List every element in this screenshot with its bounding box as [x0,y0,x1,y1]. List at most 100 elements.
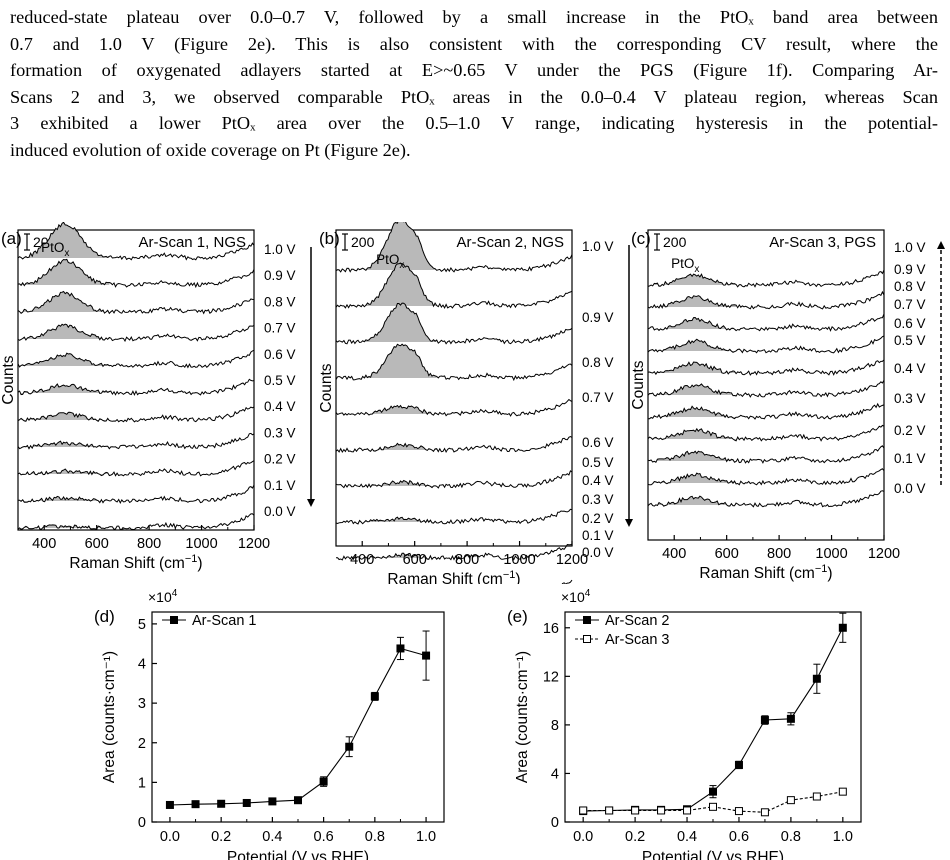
data-point [165,800,174,809]
data-point [242,798,251,807]
potential-label: 0.4 V [264,399,296,414]
potential-label: 0.1 V [582,528,614,543]
potential-label: 0.6 V [582,435,614,450]
ptox-band-fill [654,295,737,308]
ptox-band-fill [654,428,737,441]
data-point [657,806,666,815]
scale-bar-label: 200 [663,234,687,250]
panel-title: Ar-Scan 2, NGS [456,234,564,251]
ptox-band-fill [21,291,110,314]
data-point [734,760,743,769]
x-tick-label: 0.6 [314,829,334,845]
sweep-arrowhead [625,519,633,527]
x-tick-label: 400 [350,552,374,568]
spectrum-trace [335,302,573,345]
x-tick-label: 1000 [185,536,217,552]
x-tick-label: 1000 [815,546,847,562]
ptox-band-fill [654,384,737,396]
legend-marker [583,616,591,624]
potential-label: 0.4 V [894,361,926,376]
y-tick-label: 0 [551,815,559,831]
x-tick-label: 0.4 [677,829,697,845]
x-tick-label: 800 [767,546,791,562]
data-point [786,714,795,723]
x-tick-label: 800 [455,552,479,568]
data-point [631,806,640,815]
potential-label: 0.6 V [264,347,296,362]
ptox-band-fill [21,441,110,449]
data-point [345,742,354,751]
axis-multiplier: ×104 [148,588,178,605]
ptox-band-fill [654,317,737,331]
y-axis-label: Counts [630,360,647,409]
potential-label: 0.2 V [894,423,926,438]
ptox-band-fill [21,324,110,340]
panel-title: Ar-Scan 1, NGS [138,234,246,251]
x-tick-label: 800 [137,536,161,552]
data-point [294,796,302,805]
x-tick-label: 0.4 [262,829,282,845]
x-tick-label: 0.8 [781,829,801,845]
area-chart-e: (e) ×104 0.0 0.2 0.4 0.6 0.8 1.0 0 4 8 12 16 Potentia… [507,588,862,860]
data-point [683,806,692,815]
potential-label: 0.9 V [264,268,296,283]
panel-letter: (b) [319,229,340,248]
spectrum-trace [17,460,255,477]
y-tick-label: 16 [543,621,559,637]
ptox-band-fill [654,451,737,463]
x-axis-label: Raman Shift (cm−1) [387,569,520,584]
legend-marker [583,635,591,643]
axis-multiplier: ×104 [561,588,591,605]
potential-label: 1.0 V [582,239,614,254]
y-tick-label: 12 [543,669,559,685]
data-point [812,674,821,683]
x-tick-label: 1.0 [833,829,853,845]
spectrum-trace [647,468,885,486]
x-tick-label: 0.0 [573,829,593,845]
spectrum-trace [647,335,885,354]
potential-label: 0.6 V [894,316,926,331]
spectrum-trace [335,262,573,310]
ptox-band-fill [364,263,437,307]
x-tick-label: 600 [85,536,109,552]
spectrum-trace [17,432,255,450]
data-point [319,777,328,786]
series-line [583,627,844,812]
y-axis-label: Area (counts·cm⁻¹) [101,651,118,783]
y-tick-label: 4 [138,657,146,673]
potential-label: 0.3 V [264,425,296,440]
data-point [396,644,405,653]
potential-label: 0.3 V [582,492,614,507]
ptox-band-fill [364,517,437,524]
potential-label: 0.8 V [894,279,926,294]
spectrum-trace [335,470,573,489]
data-point [734,807,743,816]
x-tick-label: 400 [662,546,686,562]
spectrum-trace [17,222,255,261]
x-tick-label: 1200 [868,546,900,562]
spectrum-trace [17,290,255,315]
spectrum-trace [647,359,885,376]
spectrum-trace [647,445,885,464]
potential-label: 0.5 V [582,455,614,470]
legend-marker [170,616,178,624]
ptox-label: PtOx [376,252,404,271]
data-point [760,808,769,817]
potential-label: 0.5 V [894,333,926,348]
ptox-band-fill [654,496,737,507]
paragraph-line: induced evolution of oxide coverage on P… [10,139,411,160]
data-point [370,692,379,701]
x-tick-label: 1200 [238,536,270,552]
ptox-band-fill [654,274,737,287]
ptox-band-fill [364,222,437,271]
paragraph-line: reduced-state plateau over 0.0–0.7 V, fo… [10,7,938,27]
potential-label: 0.0 V [894,481,926,496]
x-tick-label: 0.2 [625,829,645,845]
ptox-label: PtOx [671,256,699,275]
ptox-band-fill [21,469,110,476]
panel-letter: (e) [507,607,528,626]
data-point [709,802,717,811]
data-point [760,716,769,725]
paragraph-line: Scans 2 and 3, we observed comparable Pt… [10,86,938,107]
y-axis-label: Counts [0,355,17,404]
